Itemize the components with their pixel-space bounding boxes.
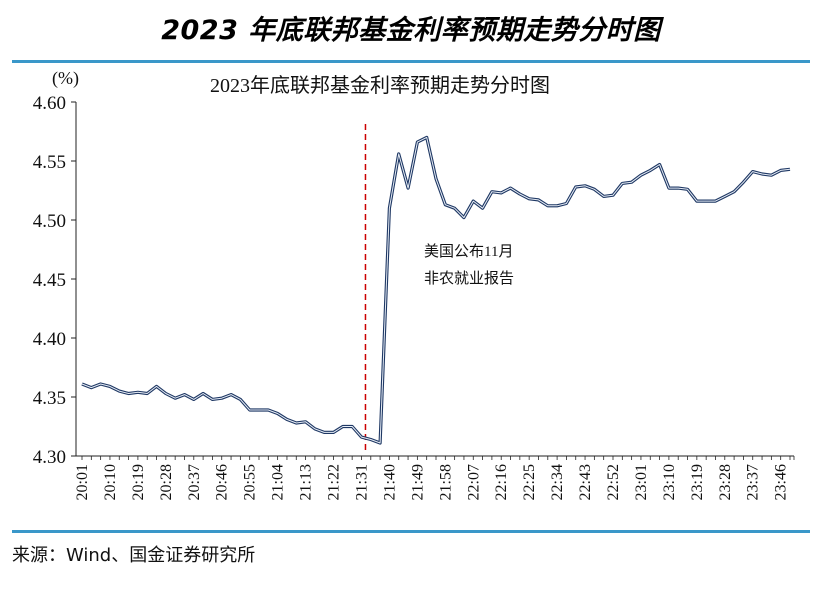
- chart-title: 2023年底联邦基金利率预期走势分时图: [210, 74, 550, 97]
- annotation-line-1: 美国公布11月: [424, 243, 513, 260]
- x-tick-label: 21:49: [409, 464, 426, 500]
- chart-annotation: 美国公布11月 非农就业报告: [424, 243, 514, 287]
- x-tick-label: 22:16: [493, 464, 510, 500]
- x-tick-label: 20:55: [242, 464, 259, 500]
- x-tick-label: 20:10: [102, 464, 119, 500]
- x-tick-label: 21:58: [437, 464, 454, 500]
- x-tick-label: 22:34: [549, 464, 566, 500]
- top-divider: [12, 60, 810, 63]
- x-tick-label: 21:31: [353, 464, 370, 500]
- y-tick-label: 4.30: [33, 447, 66, 468]
- y-tick-label: 4.45: [33, 270, 66, 291]
- chart-series: [81, 135, 791, 445]
- annotation-line-2: 非农就业报告: [424, 270, 514, 287]
- figure-header-title: 2023 年底联邦基金利率预期走势分时图: [161, 15, 661, 46]
- x-tick-label: 23:46: [773, 464, 790, 500]
- x-tick-label: 20:01: [74, 464, 91, 500]
- y-axis-unit-label: (%): [52, 68, 79, 89]
- x-tick-label: 22:25: [521, 464, 538, 500]
- x-tick-label: 23:19: [689, 464, 706, 500]
- series-line-outline: [81, 135, 791, 445]
- y-tick-label: 4.35: [33, 388, 66, 409]
- y-tick-label: 4.40: [33, 329, 66, 350]
- x-tick-label: 20:46: [214, 464, 231, 500]
- x-tick-label: 22:43: [577, 464, 594, 500]
- x-tick-label: 22:52: [605, 464, 622, 500]
- x-tick-label: 21:22: [326, 464, 343, 500]
- x-tick-label: 20:28: [158, 464, 175, 500]
- y-tick-label: 4.50: [33, 211, 66, 232]
- x-tick-label: 20:19: [130, 464, 147, 500]
- x-tick-label: 23:01: [633, 464, 650, 500]
- x-tick-label: 23:37: [745, 464, 762, 500]
- series-line: [81, 136, 791, 444]
- x-tick-label: 20:37: [186, 464, 203, 500]
- x-tick-label: 23:28: [717, 464, 734, 500]
- x-tick-label: 21:13: [298, 464, 315, 500]
- y-tick-label: 4.55: [33, 152, 66, 173]
- y-tick-label: 4.60: [33, 93, 66, 114]
- x-tick-label: 22:07: [465, 464, 482, 500]
- x-tick-label: 21:04: [270, 464, 287, 500]
- chart-axes: 4.30 4.35 4.40 4.45 4.50 4.55 4.60 20:01 20:10 20…: [33, 93, 795, 500]
- bottom-divider: [12, 530, 810, 533]
- x-tick-label: 23:10: [661, 464, 678, 500]
- x-tick-label: 21:40: [381, 464, 398, 500]
- source-note: 来源：Wind、国金证券研究所: [12, 545, 256, 566]
